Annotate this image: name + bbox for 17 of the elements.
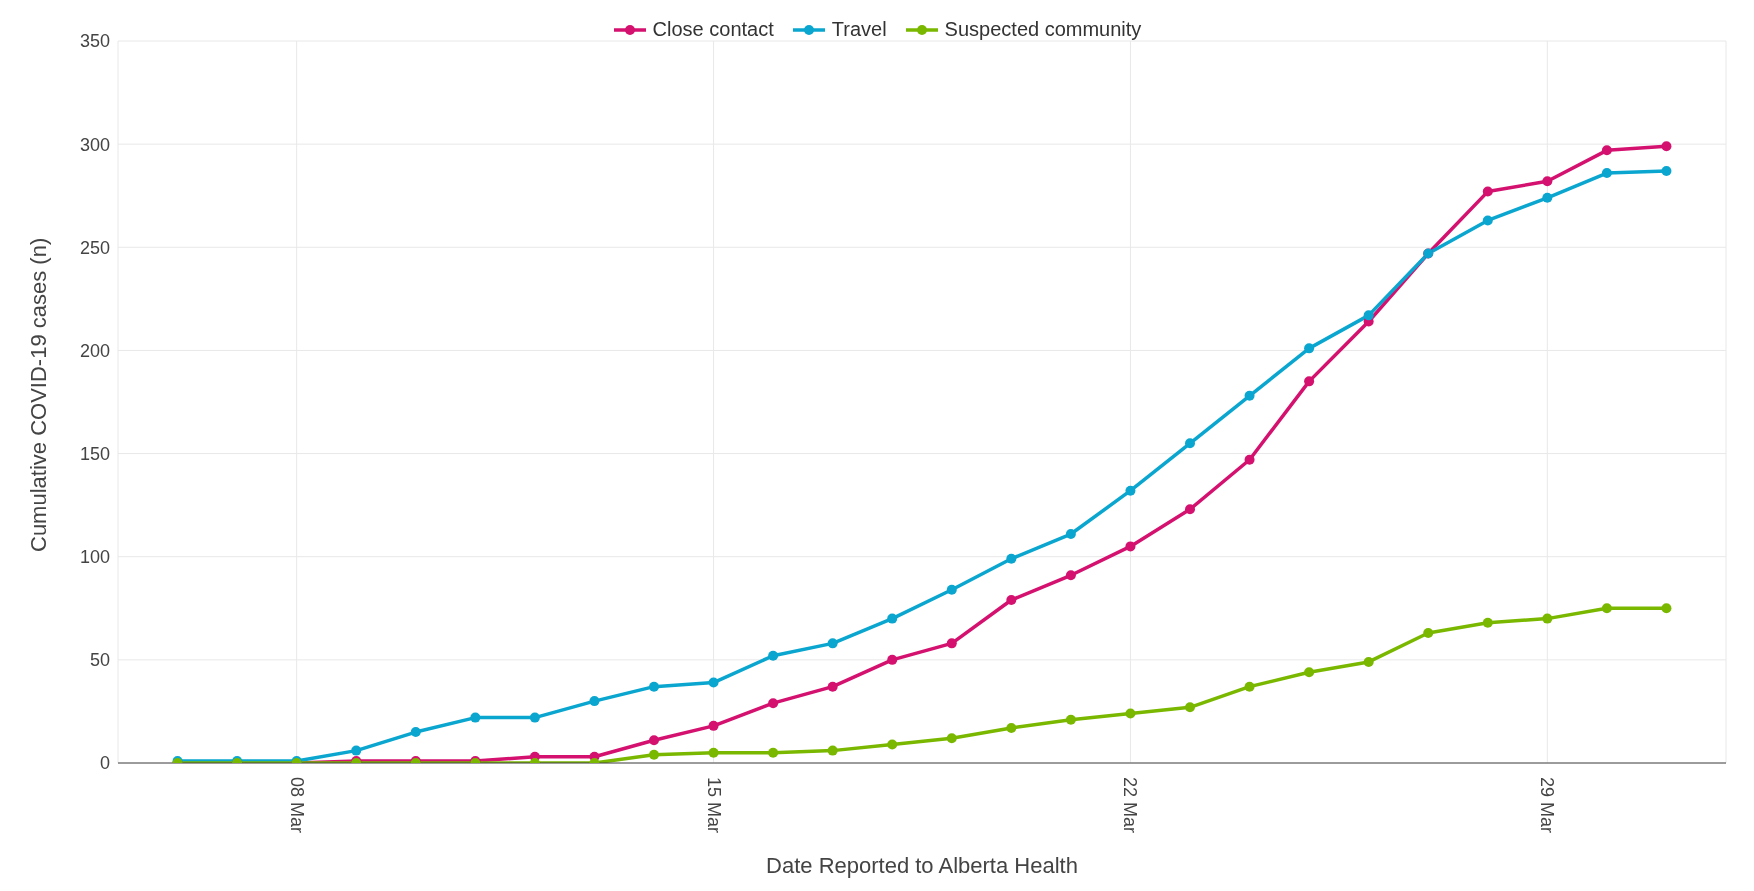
y-tick-label: 100 — [79, 547, 110, 568]
y-axis-title: Cumulative COVID-19 cases (n) — [25, 237, 51, 552]
y-tick-label: 200 — [79, 340, 110, 361]
x-axis-title: Date Reported to Alberta Health — [766, 853, 1078, 878]
y-tick-label: 350 — [79, 31, 110, 52]
legend-label: Travel — [831, 18, 887, 41]
y-tick-label: 50 — [89, 650, 110, 671]
y-tick-label: 300 — [79, 134, 110, 155]
x-tick-label: 08 Mar — [286, 777, 307, 834]
x-tick-label: 29 Mar — [1537, 777, 1558, 834]
x-tick-label: 15 Mar — [703, 777, 724, 834]
y-tick-label: 250 — [79, 237, 110, 258]
y-tick-label: 0 — [99, 753, 110, 774]
x-tick-label: 22 Mar — [1120, 777, 1141, 834]
legend-label: Suspected community — [944, 18, 1142, 41]
legend-label: Close contact — [652, 18, 774, 41]
y-tick-label: 150 — [79, 443, 110, 464]
